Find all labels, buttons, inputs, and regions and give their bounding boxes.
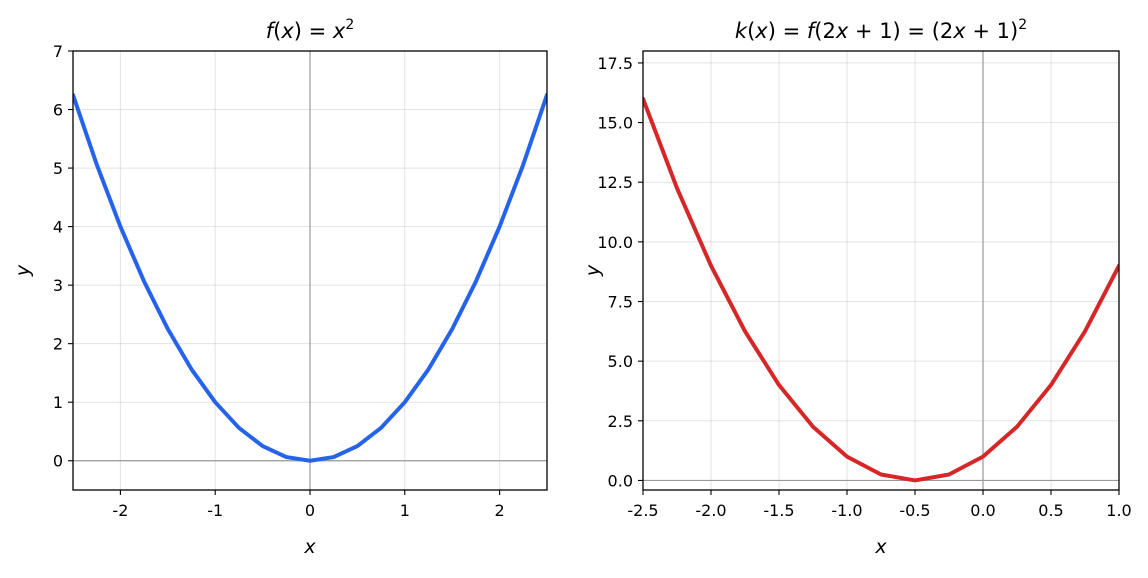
y-tick-label: 5: [53, 159, 63, 178]
x-tick-label: -1.0: [831, 501, 862, 520]
y-axis-label: y: [12, 264, 34, 277]
x-tick-label: -1.5: [763, 501, 794, 520]
x-tick-label: 1: [400, 501, 410, 520]
y-tick-label: 17.5: [597, 54, 633, 73]
series-line: [643, 96, 1119, 483]
x-axis-label: x: [874, 536, 887, 558]
y-tick-label: 10.0: [597, 233, 633, 252]
x-tick-label: -2: [112, 501, 128, 520]
y-tick-label: 0.0: [608, 471, 633, 490]
y-tick-label: 2.5: [608, 412, 633, 431]
y-axis-label: y: [582, 264, 604, 277]
series-line: [73, 92, 547, 463]
panel-square-function: -2 -1 0 1 2 0 1 2 3 4 5 6 7 x y f(x) = x2: [12, 17, 548, 558]
plot-frame: [642, 50, 1120, 491]
y-tick-label: 1: [53, 393, 63, 412]
y-tick-label: 12.5: [597, 173, 633, 192]
x-tick-label: 2: [495, 501, 505, 520]
x-tick-label: -0.5: [899, 501, 930, 520]
x-tick-label: 1.0: [1106, 501, 1131, 520]
x-axis-label: x: [303, 536, 316, 558]
y-tick-label: 7: [53, 42, 63, 61]
y-tick-label: 4: [53, 218, 63, 237]
y-tick-label: 7.5: [608, 293, 633, 312]
y-tick-label: 15.0: [597, 114, 633, 133]
chart-title: f(x) = x2: [266, 17, 355, 43]
y-tick-label: 0: [53, 452, 63, 471]
x-tick-label: 0: [305, 501, 315, 520]
y-tick-label: 2: [53, 335, 63, 354]
panel-transformed-function: -2.5 -2.0 -1.5 -1.0 -0.5 0.0 0.5 1.0 0.0 2.5 5.0 7.…: [582, 17, 1132, 558]
x-tick-label: -2.0: [695, 501, 726, 520]
x-tick-label: -1: [207, 501, 223, 520]
y-tick-label: 3: [53, 276, 63, 295]
x-tick-label: 0.0: [970, 501, 995, 520]
chart-title: k(x) = f(2x + 1) = (2x + 1)2: [735, 17, 1027, 43]
x-tick-label: 0.5: [1038, 501, 1063, 520]
y-tick-label: 5.0: [608, 352, 633, 371]
y-tick-label: 6: [53, 101, 63, 120]
x-tick-label: -2.5: [627, 501, 658, 520]
